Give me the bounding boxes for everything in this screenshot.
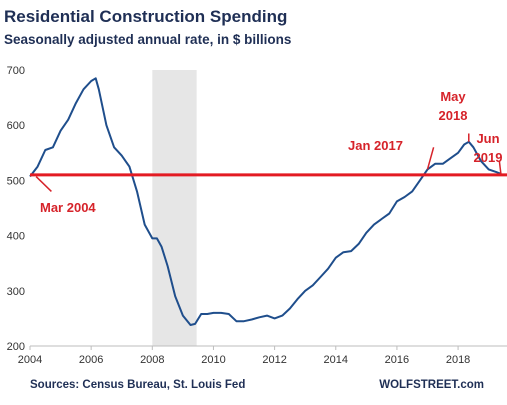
y-axis: 200 300 400 500 600 700 bbox=[7, 65, 25, 353]
x-tick-label: 2012 bbox=[262, 354, 286, 366]
y-tick-label: 500 bbox=[7, 175, 25, 187]
x-tick-label: 2010 bbox=[201, 354, 225, 366]
x-tick-label: 2016 bbox=[385, 354, 409, 366]
annotation-jun: Jun bbox=[476, 131, 499, 146]
annotation-2018: 2018 bbox=[439, 108, 468, 123]
x-tick-label: 2018 bbox=[446, 354, 470, 366]
y-tick-label: 200 bbox=[7, 341, 25, 353]
x-tick-label: 2006 bbox=[79, 354, 103, 366]
annotation-pointer bbox=[498, 160, 502, 174]
source-note: Sources: Census Bureau, St. Louis Fed bbox=[30, 379, 245, 391]
annotation-markers bbox=[35, 133, 502, 192]
wolfstreet-brand: WOLFSTREET.com bbox=[379, 379, 484, 391]
annotation-2019: 2019 bbox=[474, 150, 503, 165]
y-tick-label: 400 bbox=[7, 231, 25, 243]
x-tick-label: 2004 bbox=[18, 354, 42, 366]
recession-band bbox=[152, 70, 197, 346]
annotation-mar-2004: Mar 2004 bbox=[40, 200, 96, 215]
annotation-pointer bbox=[35, 175, 52, 192]
x-axis: 2004 2006 2008 2010 2012 2014 2016 2018 bbox=[18, 346, 470, 366]
x-tick-label: 2014 bbox=[324, 354, 348, 366]
spending-series-line bbox=[29, 77, 502, 326]
x-tick-label: 2008 bbox=[140, 354, 164, 366]
chart-subtitle: Seasonally adjusted annual rate, in $ bi… bbox=[4, 32, 291, 47]
annotation-may: May bbox=[440, 89, 466, 104]
y-tick-label: 600 bbox=[7, 120, 25, 132]
annotation-jan-2017: Jan 2017 bbox=[348, 138, 403, 153]
y-tick-label: 700 bbox=[7, 65, 25, 77]
y-tick-label: 300 bbox=[7, 286, 25, 298]
annotation-pointer bbox=[426, 147, 435, 170]
chart-title: Residential Construction Spending bbox=[4, 7, 287, 26]
